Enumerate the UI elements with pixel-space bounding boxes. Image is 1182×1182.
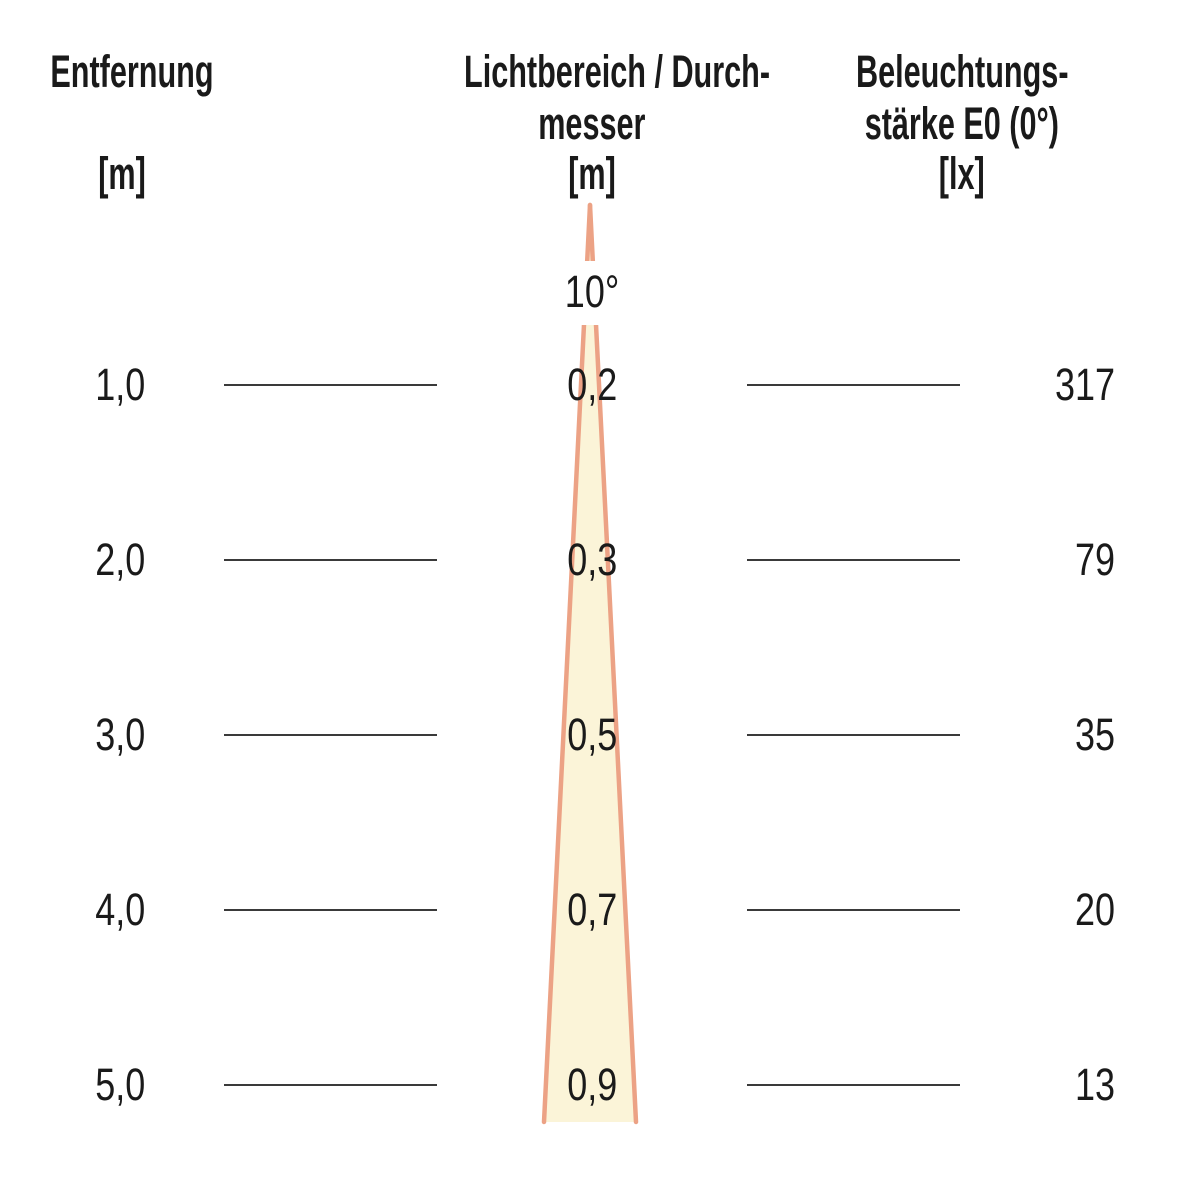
light-cone-right-edge <box>587 202 639 1125</box>
header-illuminance-line2: stärke E0 (0°) <box>864 98 1060 149</box>
beam-angle-value: 10° <box>564 266 620 317</box>
beam-angle-label: 10° <box>492 267 692 317</box>
header-illuminance-line1: Beleuchtungs- <box>855 46 1069 97</box>
beam-angle-gap <box>525 261 660 325</box>
header-distance: Entfernung <box>50 46 214 97</box>
header-diameter-line2: messer <box>538 98 646 149</box>
header-diameter-line1: Lichtbereich / Durch- <box>464 46 771 97</box>
light-cone-fill <box>544 205 636 1122</box>
header-diameter-unit: [m] <box>568 148 616 199</box>
light-cone-left-edge <box>541 202 593 1125</box>
header-distance-unit: [m] <box>98 148 146 199</box>
header-illuminance-unit: [lx] <box>939 148 985 199</box>
